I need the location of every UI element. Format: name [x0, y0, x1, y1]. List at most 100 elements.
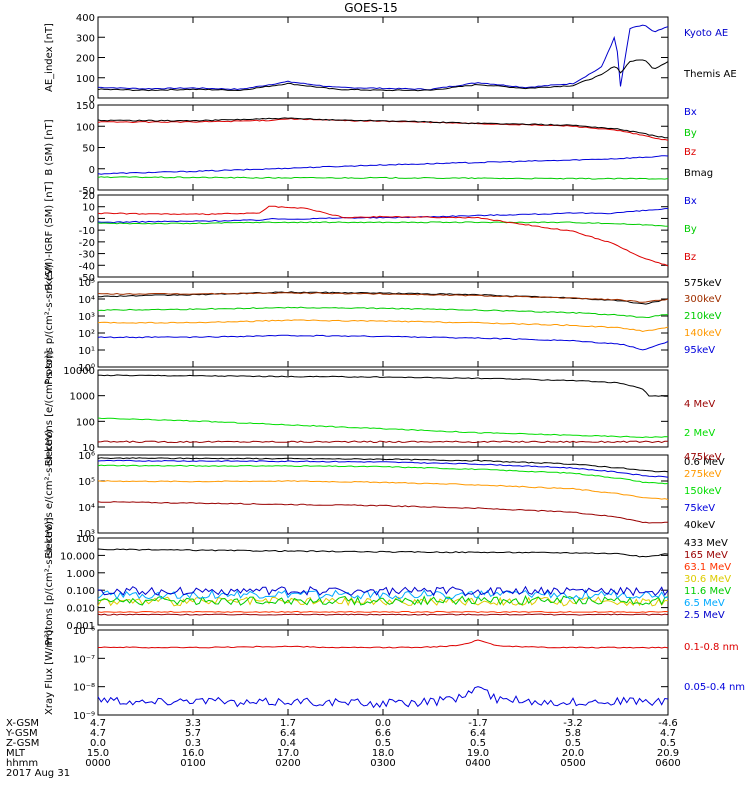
- series-line: [97, 596, 668, 607]
- y-tick-label: 10¹: [78, 346, 95, 357]
- panel-frame: [97, 629, 669, 716]
- footer-row-label: hhmm: [6, 758, 38, 769]
- legend-entry: 2.5 MeV: [684, 610, 725, 621]
- legend-entry: Themis AE: [683, 69, 737, 80]
- footer-value: 3.3: [185, 718, 201, 729]
- footer-value: 20.9: [657, 748, 679, 759]
- y-tick-label: 20: [82, 191, 95, 202]
- y-tick-label: 400: [76, 13, 95, 24]
- footer-row-label: MLT: [6, 748, 26, 759]
- legend-entry: 210keV: [684, 311, 722, 322]
- panel-frame: [97, 194, 669, 278]
- y-tick-label: 10: [82, 203, 95, 214]
- legend-entry: 140keV: [684, 328, 722, 339]
- footer-value: 1.7: [280, 718, 296, 729]
- y-axis-label: Electrons [e/(cm²-s-sr)]: [44, 351, 55, 467]
- footer-value: 4.7: [90, 728, 106, 739]
- legend-entry: 30.6 MeV: [684, 574, 731, 585]
- y-tick-label: 10: [82, 443, 95, 454]
- legend-entry: 475keV: [684, 452, 722, 463]
- y-tick-label: 10⁵: [78, 477, 95, 488]
- footer-value: -3.2: [563, 718, 583, 729]
- y-tick-label: 0: [89, 94, 95, 105]
- series-line: [97, 292, 669, 303]
- y-tick-label: 10⁵: [78, 278, 95, 289]
- panel-8: 10⁻⁹ 10⁻⁸ 10⁻⁷ 10⁻⁶ Xray Flux [W/m²] 0.1-0.8 …: [44, 626, 745, 722]
- y-tick-label: 10⁴: [78, 503, 95, 514]
- y-tick-label: 10⁻⁹: [73, 711, 95, 722]
- footer-value: 6.4: [280, 728, 296, 739]
- legend-entry: Kyoto AE: [684, 28, 728, 39]
- footer-value: 18.0: [372, 748, 394, 759]
- footer-value: 0.0: [375, 718, 391, 729]
- series-line: [97, 457, 669, 473]
- series-line: [97, 610, 669, 614]
- legend-entry: 63.1 MeV: [684, 562, 731, 573]
- footer-value: 0600: [655, 758, 680, 769]
- panel-frame: [97, 16, 669, 99]
- y-axis-label: B (SM) [nT]: [44, 119, 55, 175]
- y-tick-label: 0.001: [66, 621, 95, 632]
- series-line: [97, 176, 669, 180]
- footer-value: 4.7: [90, 718, 106, 729]
- legend-entry: Bz: [684, 147, 696, 158]
- footer-value: 17.0: [277, 748, 299, 759]
- y-tick-label: 10.000: [60, 551, 95, 562]
- y-tick-label: 200: [76, 54, 95, 65]
- series-line: [97, 417, 669, 439]
- y-tick-label: 10⁻⁶: [73, 626, 95, 637]
- y-tick-label: 10⁻⁷: [73, 654, 95, 665]
- footer-date: 2017 Aug 31: [6, 768, 70, 779]
- y-axis-label: AE_index [nT]: [44, 23, 55, 92]
- footer-value: 0100: [180, 758, 205, 769]
- footer-value: 5.8: [565, 728, 581, 739]
- panel-1: 0 100 200 300 400 AE_index [nT] Kyoto AE Themis…: [44, 13, 737, 105]
- panel-4: 10⁰ 10¹ 10² 10³ 10⁴ 10⁵ Protons p/(cm²-s-sr-ke…: [44, 264, 722, 385]
- footer-row-label: X-GSM: [6, 718, 39, 729]
- y-tick-label: 0: [89, 165, 95, 176]
- legend-entry: 433 MeV: [684, 538, 728, 549]
- footer-value: 0.5: [565, 738, 581, 749]
- series-line: [97, 613, 669, 616]
- y-tick-label: 100: [76, 122, 95, 133]
- legend-entry: 575keV: [684, 278, 722, 289]
- footer-value: 0.5: [660, 738, 676, 749]
- footer-row-label: Z-GSM: [6, 738, 39, 749]
- series-line: [98, 639, 669, 649]
- y-tick-label: 10⁰: [78, 363, 95, 374]
- panel-7: 0.001 0.010 0.100 1.000 10.000 100 Protons [p/…: [44, 517, 731, 645]
- footer-value: 5.7: [185, 728, 201, 739]
- y-tick-label: 0: [89, 214, 95, 225]
- y-tick-label: 0.010: [66, 604, 95, 615]
- series-line: [97, 208, 669, 224]
- series-line: [97, 117, 669, 139]
- y-tick-label: 100: [76, 74, 95, 85]
- y-axis-label: Protons p/(cm²-s-sr-keV): [44, 264, 55, 385]
- series-line: [97, 585, 669, 597]
- y-tick-label: 300: [76, 33, 95, 44]
- series-line: [97, 205, 669, 267]
- series-line: [97, 548, 669, 558]
- series-line: [97, 440, 669, 444]
- y-axis-label: B (SM)-IGRF (SM) [nT]: [44, 181, 55, 290]
- plot-title: GOES-15: [344, 1, 398, 15]
- legend-entry: 300keV: [684, 294, 722, 305]
- footer-row-label: Y-GSM: [5, 728, 38, 739]
- panel-5: 10 100 1000 10000 Electrons [e/(cm²-s-sr)] 4 …: [44, 351, 725, 468]
- footer-value: 0200: [275, 758, 300, 769]
- legend-entry: 11.6 MeV: [684, 586, 731, 597]
- y-tick-label: -50: [79, 186, 95, 197]
- y-tick-label: 100: [76, 417, 95, 428]
- legend-entry: 150keV: [684, 486, 722, 497]
- series-line: [98, 24, 669, 91]
- footer-value: 19.0: [467, 748, 489, 759]
- y-tick-label: 10²: [78, 329, 95, 340]
- y-tick-label: 10⁻⁸: [73, 683, 95, 694]
- series-line: [97, 464, 669, 485]
- series-line: [97, 221, 669, 227]
- series-line: [97, 334, 669, 351]
- series-line: [97, 117, 669, 141]
- series-line: [97, 155, 669, 175]
